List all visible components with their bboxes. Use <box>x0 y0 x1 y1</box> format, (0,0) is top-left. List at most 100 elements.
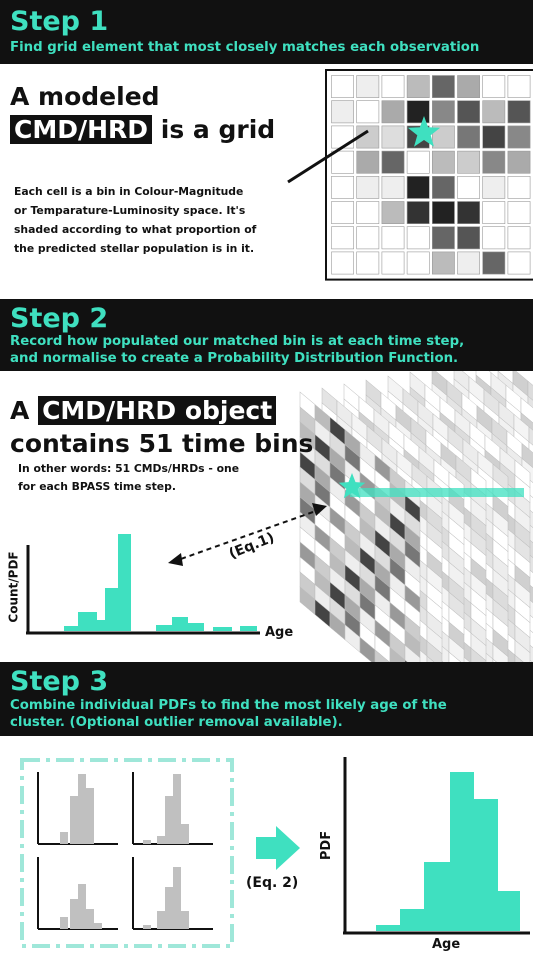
step1-body-line: the predicted stellar population is in i… <box>14 242 255 255</box>
small-bar <box>143 840 151 844</box>
star-icon <box>407 116 441 147</box>
eq1-arrow-right-head <box>312 503 327 516</box>
grid-cell <box>431 100 455 124</box>
step3-subtitle-line: Combine individual PDFs to find the most… <box>10 698 447 713</box>
small-bar <box>60 832 68 844</box>
grid-cell <box>431 226 455 250</box>
grid-cell <box>331 176 355 199</box>
star-icon <box>338 473 366 499</box>
small-bar <box>181 824 189 844</box>
cmd-grid <box>325 69 533 281</box>
histogram-bar <box>498 891 520 931</box>
grid-cell <box>482 201 506 225</box>
step3-ylabel: PDF <box>319 830 335 861</box>
histogram-bar <box>156 625 172 631</box>
step2-subtitle-line: Record how populated our matched bin is … <box>10 334 465 349</box>
star-icon <box>407 116 441 147</box>
timeline-highlight <box>350 488 524 497</box>
step2-body-line: for each BPASS time step. <box>18 480 176 493</box>
step1-heading-highlight: CMD/HRD <box>10 115 153 144</box>
histogram-bar <box>105 588 118 631</box>
small-bar <box>70 796 78 844</box>
step1-body-line: Each cell is a bin in Colour-Magnitude <box>14 185 244 198</box>
grid-cell <box>431 201 455 225</box>
star-icon <box>338 473 366 499</box>
grid-cell <box>381 176 405 199</box>
grid-cell <box>406 100 430 124</box>
grid-cell <box>482 100 506 124</box>
step1-body-line: shaded according to what proportion of <box>14 223 257 236</box>
grid-cell <box>406 176 430 199</box>
histogram-bar <box>450 772 474 931</box>
step2-title: Step 2 <box>10 303 109 334</box>
small-pdf-grid <box>37 772 213 930</box>
grid-cell <box>381 251 405 275</box>
grid-cell <box>331 100 355 124</box>
grid-cell <box>507 251 531 275</box>
grid-cell <box>457 226 481 250</box>
grid-cell <box>507 125 531 149</box>
small-bar <box>78 774 86 844</box>
step2-heading-prefix: A <box>10 396 30 425</box>
grid-cell <box>331 201 355 225</box>
small-bar <box>157 836 165 844</box>
step2-banner <box>0 299 533 371</box>
grid-cell <box>381 100 405 124</box>
step1-heading-rest: is a grid <box>152 115 276 144</box>
small-bar <box>157 911 165 929</box>
small-bar <box>86 788 94 844</box>
step2-subtitle-line: and normalise to create a Probability Di… <box>10 351 459 366</box>
eq1-arrow-left-head <box>168 553 183 566</box>
small-bar <box>70 899 78 929</box>
grid-cell <box>482 251 506 275</box>
step3-title: Step 3 <box>10 666 109 697</box>
step2-body-line: In other words: 51 CMDs/HRDs - one <box>18 462 240 475</box>
step3-xlabel: Age <box>432 937 461 952</box>
grid-cell <box>507 201 531 225</box>
grid-cell <box>431 75 455 99</box>
small-bar <box>173 867 181 929</box>
step1-heading-line1: A modeled <box>10 82 160 111</box>
grid-cell <box>331 150 355 174</box>
small-bar <box>60 917 68 929</box>
grid-cell <box>356 251 380 275</box>
grid-cell <box>356 100 380 124</box>
combined-histogram <box>343 757 530 935</box>
step1-subtitle: Find grid element that most closely matc… <box>10 40 480 55</box>
histogram-bar <box>97 620 105 631</box>
grid-cell <box>331 75 355 99</box>
pointer-line <box>287 129 369 184</box>
grid-cell <box>482 176 506 199</box>
histogram-bar <box>474 799 498 931</box>
step1-banner <box>0 0 533 64</box>
grid-cell <box>356 201 380 225</box>
grid-cell <box>331 226 355 250</box>
step2-ylabel: Count/PDF <box>6 551 21 623</box>
step1-heading-line2: CMD/HRD is a grid <box>10 115 276 144</box>
histogram-bar <box>400 909 424 931</box>
small-bar <box>86 909 94 929</box>
grid-cell <box>507 226 531 250</box>
histogram-bar <box>240 626 257 631</box>
grid-cell <box>507 176 531 199</box>
step2-body: In other words: 51 CMDs/HRDs - one for e… <box>18 460 239 496</box>
grid-cell <box>457 150 481 174</box>
histogram-bar <box>64 626 78 631</box>
grid-cell <box>507 100 531 124</box>
eq2-label: (Eq. 2) <box>246 875 299 891</box>
step1-title: Step 1 <box>10 6 109 37</box>
histogram-bar <box>188 623 204 631</box>
grid-cell <box>482 75 506 99</box>
grid-cell <box>406 226 430 250</box>
grid-cell <box>507 150 531 174</box>
grid-cell <box>356 226 380 250</box>
grid-cell <box>457 75 481 99</box>
small-bar <box>165 796 173 844</box>
histogram-bar <box>118 534 131 631</box>
step3-subtitle: Combine individual PDFs to find the most… <box>10 697 530 731</box>
grid-cell <box>406 201 430 225</box>
grid-cell <box>431 150 455 174</box>
grid-cell <box>356 150 380 174</box>
small-bar <box>165 887 173 929</box>
